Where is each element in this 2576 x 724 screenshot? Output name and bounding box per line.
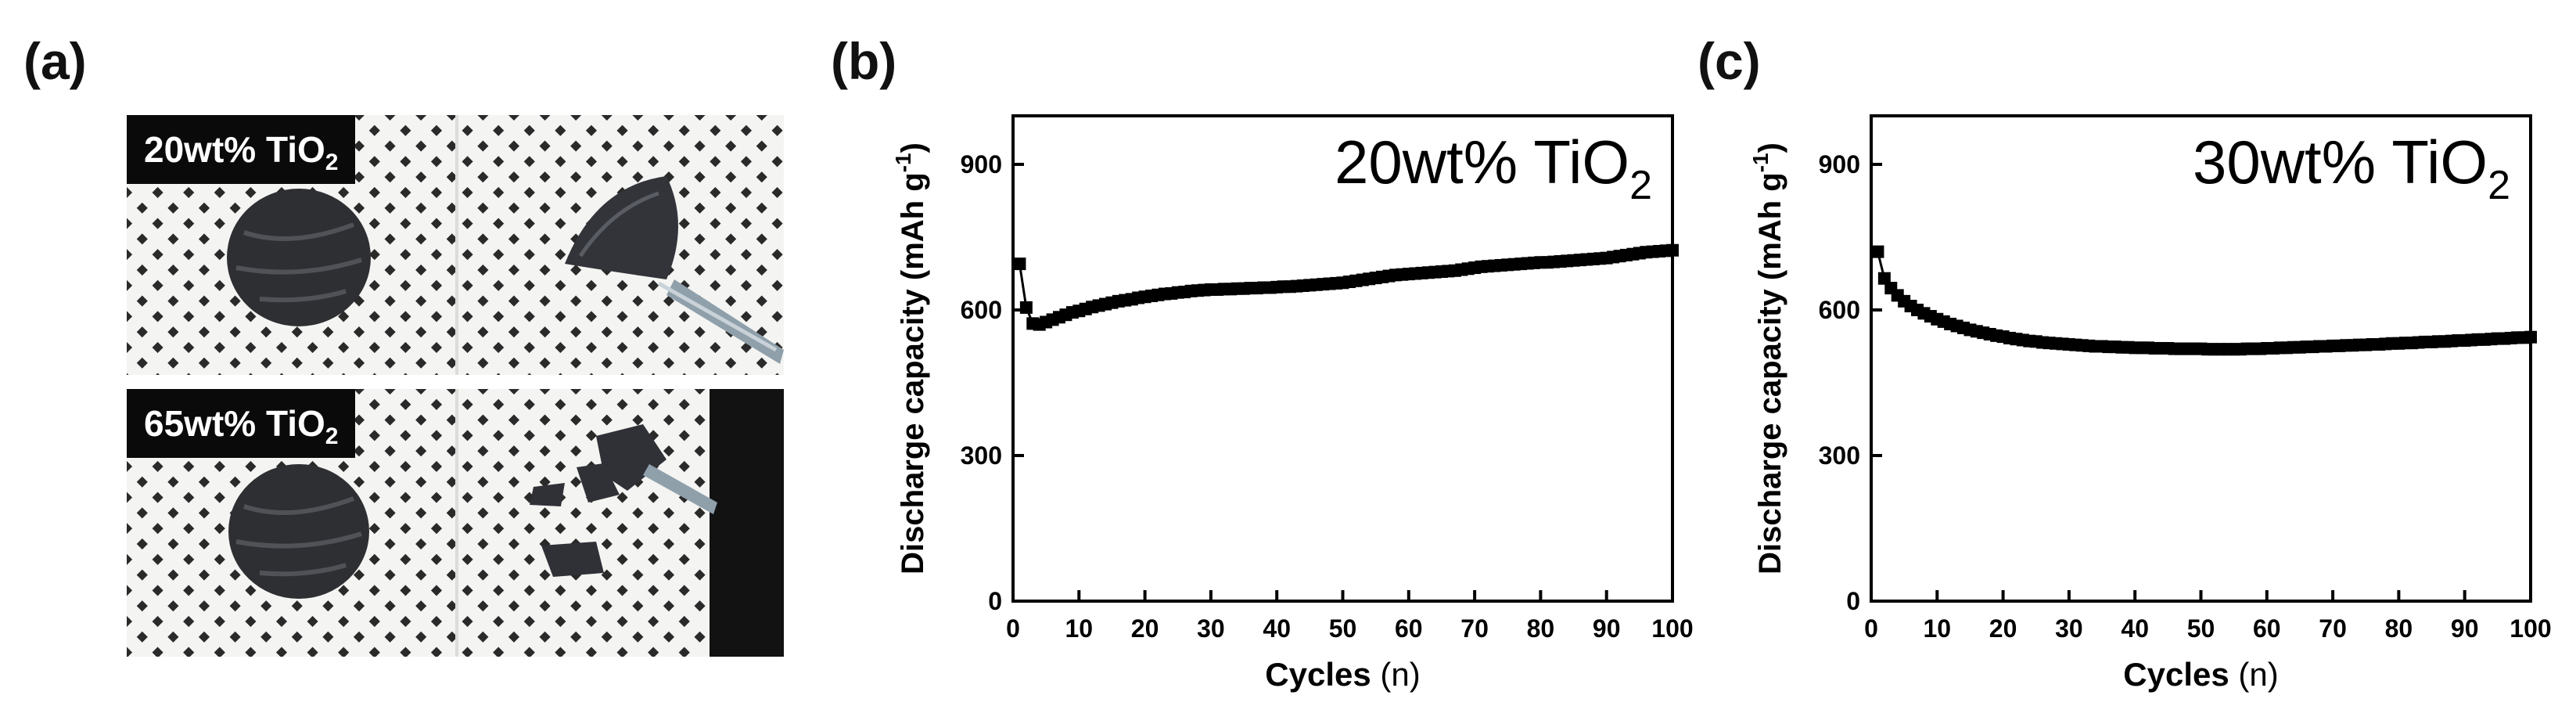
circular-electrode-disc-icon [227,189,371,326]
y-tick-label: 0 [988,587,1002,615]
photo-65wt-electrode: 65wt% TiO2 [127,389,784,657]
chart-annotation-sub: 2 [2488,163,2510,208]
x-tick-label: 100 [1651,614,1693,643]
panel-label-b: (b) [831,32,897,90]
y-axis-label-close: ) [1753,142,1787,153]
x-tick-label: 60 [1395,614,1423,643]
x-tick-label: 10 [1065,614,1094,643]
y-tick-label: 0 [1846,587,1860,615]
y-tick-label: 900 [1819,150,1860,178]
y-axis-label-sup: -1 [1748,153,1773,172]
data-line [1876,251,2531,351]
x-tick-label: 10 [1924,614,1952,643]
x-tick-label: 30 [1197,614,1225,643]
x-tick-label: 0 [1006,614,1020,643]
tag-65wt-text: 65wt% TiO [144,403,325,444]
y-axis-label-text: Discharge capacity (mAh g [896,172,930,575]
tag-20wt-sub: 2 [325,149,339,175]
x-tick-label: 70 [1460,614,1489,643]
x-tick-label: 30 [2055,614,2083,643]
x-tick-label: 100 [2510,614,2551,643]
x-axis-label-bold: Cycles [2123,656,2229,693]
x-axis-label: Cycles (n) [1265,656,1420,693]
chart-annotation-text: 30wt% TiO [2193,128,2488,196]
y-tick-label: 900 [961,150,1002,178]
x-tick-label: 20 [1131,614,1159,643]
y-tick-label: 600 [1819,296,1860,324]
panel-label-c: (c) [1698,32,1761,90]
x-tick-label: 90 [2451,614,2479,643]
chart-annotation: 20wt% TiO2 [1335,128,1652,208]
x-tick-label: 50 [1329,614,1357,643]
tag-20wt: 20wt% TiO2 [127,115,356,184]
x-tick-label: 70 [2319,614,2347,643]
x-tick-label: 20 [1989,614,2017,643]
chart-annotation: 30wt% TiO2 [2193,128,2510,208]
x-axis-label: Cycles (n) [2123,656,2278,693]
chart-b-20wt: 0 10 20 30 40 50 60 70 80 90 100 0 300 600 900 Cycles (… [891,114,1694,693]
tag-65wt: 65wt% TiO2 [127,389,356,458]
chart-annotation-sub: 2 [1629,163,1652,208]
x-tick-label: 80 [1527,614,1555,643]
x-tick-label: 0 [1864,614,1878,643]
tweezers-icon [657,279,784,364]
chart-c-30wt: 0 10 20 30 40 50 60 70 80 90 100 0 300 600 900 Cycles (… [1748,114,2552,693]
y-tick-label: 600 [961,296,1002,324]
tag-65wt-sub: 2 [325,423,339,449]
y-axis-label: Discharge capacity (mAh g-1) [1748,142,1787,575]
y-axis-label: Discharge capacity (mAh g-1) [891,142,930,575]
x-axis-label-bold: Cycles [1265,656,1371,693]
x-tick-label: 80 [2385,614,2413,643]
y-axis-label-text: Discharge capacity (mAh g [1753,172,1787,575]
tweezers-icon [643,464,717,514]
panel-label-a: (a) [23,32,87,90]
data-line [1018,249,1673,326]
x-tick-label: 40 [1263,614,1291,643]
y-tick-label: 300 [961,441,1002,470]
flexed-electrode-film-icon [565,176,678,279]
x-tick-label: 40 [2121,614,2149,643]
y-axis-label-sup: -1 [891,153,915,172]
x-axis-label-unit: (n) [2229,656,2279,693]
x-tick-label: 90 [1593,614,1621,643]
x-tick-label: 50 [2187,614,2215,643]
circular-electrode-disc-icon [228,464,369,599]
y-tick-label: 300 [1819,441,1860,470]
y-axis-label-close: ) [896,142,930,153]
cracked-electrode-fragments-icon [530,424,666,577]
x-tick-label: 60 [2253,614,2281,643]
photo-20wt-electrode: 20wt% TiO2 [127,115,784,375]
tag-20wt-text: 20wt% TiO [144,129,325,170]
x-axis-label-unit: (n) [1371,656,1421,693]
chart-annotation-text: 20wt% TiO [1335,128,1629,196]
